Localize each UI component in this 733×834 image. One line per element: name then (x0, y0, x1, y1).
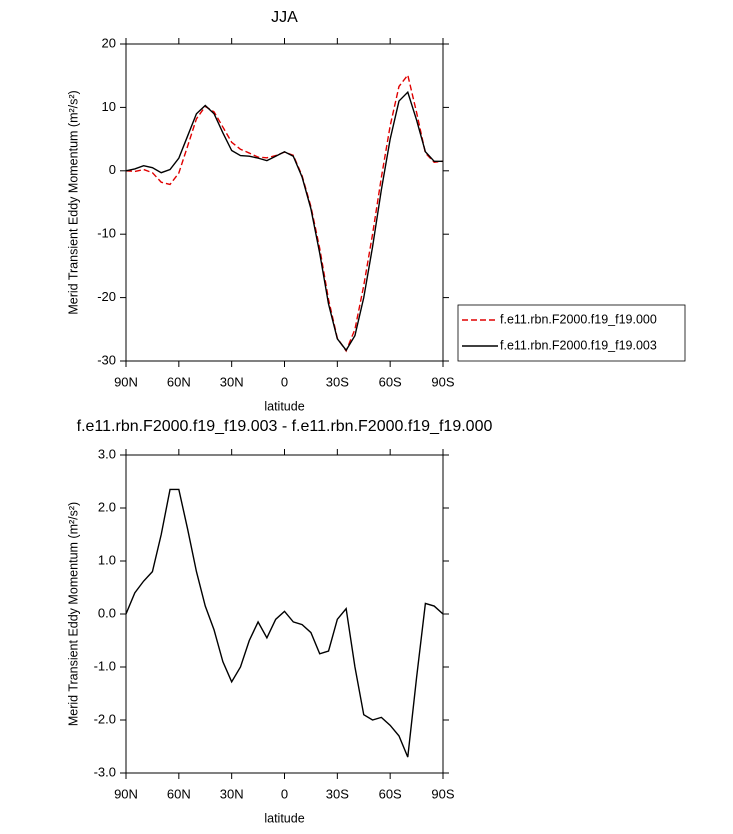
series-line (125, 90, 443, 352)
y-tick-label: 0 (109, 162, 116, 177)
y-axis-label: Merid Transient Eddy Momentum (m²/s²) (66, 502, 80, 726)
y-tick-label: 20 (102, 35, 116, 50)
x-tick-label: 60N (167, 786, 191, 801)
plot-frame (125, 43, 444, 362)
x-tick-label: 0 (281, 786, 288, 801)
x-tick-label: 90S (431, 786, 454, 801)
y-tick-label: 10 (102, 99, 116, 114)
y-tick-label: 2.0 (98, 499, 116, 514)
y-tick-label: -10 (97, 226, 116, 241)
y-tick-label: -2.0 (94, 711, 116, 726)
y-tick-label: -30 (97, 352, 116, 367)
x-axis-label: latitude (264, 399, 304, 413)
x-tick-label: 60N (167, 374, 191, 389)
x-tick-label: 30S (326, 786, 349, 801)
x-tick-label: 30S (326, 374, 349, 389)
y-tick-label: -3.0 (94, 764, 116, 779)
x-tick-label: 90N (114, 374, 138, 389)
x-tick-label: 60S (379, 786, 402, 801)
chart-title: JJA (271, 9, 298, 26)
legend-label: f.e11.rbn.F2000.f19_f19.000 (500, 312, 657, 326)
series-line (125, 488, 444, 758)
x-tick-label: 30N (220, 374, 244, 389)
legend-label: f.e11.rbn.F2000.f19_f19.003 (500, 338, 657, 352)
y-tick-label: 0.0 (98, 605, 116, 620)
legend-box (457, 304, 686, 362)
chart-title: f.e11.rbn.F2000.f19_f19.003 - f.e11.rbn.… (77, 418, 493, 435)
y-tick-label: -1.0 (94, 658, 116, 673)
x-axis-label: latitude (264, 811, 304, 825)
x-tick-label: 60S (379, 374, 402, 389)
y-tick-label: 1.0 (98, 552, 116, 567)
x-tick-label: 30N (220, 786, 244, 801)
x-tick-label: 90N (114, 786, 138, 801)
x-tick-label: 0 (281, 374, 288, 389)
y-tick-label: -20 (97, 289, 116, 304)
y-axis-label: Merid Transient Eddy Momentum (m²/s²) (66, 90, 80, 314)
plot-frame (125, 454, 444, 774)
y-tick-label: 3.0 (98, 446, 116, 461)
x-tick-label: 90S (431, 374, 454, 389)
